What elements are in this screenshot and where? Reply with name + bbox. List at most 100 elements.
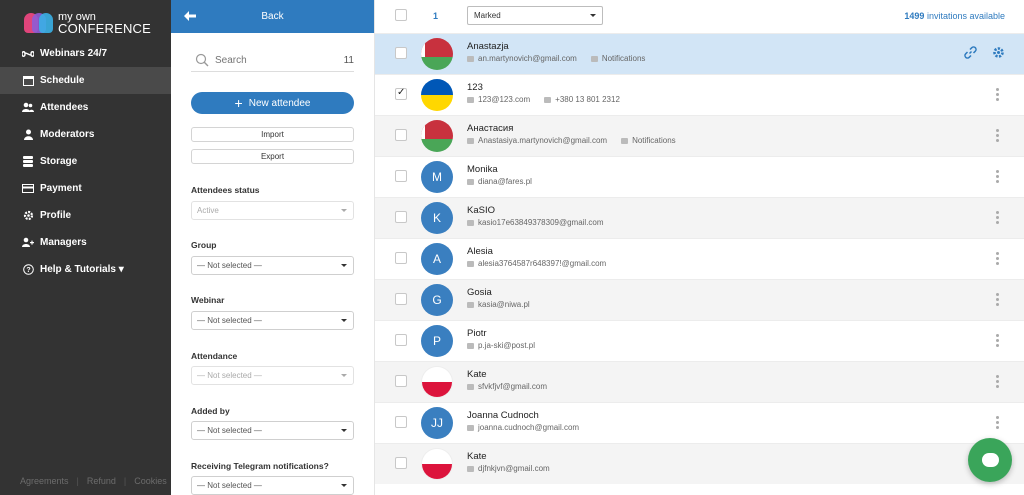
table-row[interactable]: Kate sfvkfjvf@gmail.com — [375, 361, 1024, 402]
refund-link[interactable]: Refund — [86, 476, 116, 486]
avatar — [421, 120, 453, 152]
more-options-icon[interactable] — [996, 88, 1000, 101]
avatar — [421, 38, 453, 70]
new-attendee-button[interactable]: + New attendee — [191, 92, 354, 114]
attendee-email: djfnkjvn@gmail.com — [478, 464, 550, 473]
bulk-action-value: Marked — [474, 11, 501, 20]
more-options-icon[interactable] — [996, 252, 1000, 265]
table-row[interactable]: JJ Joanna Cudnoch joanna.cudnoch@gmail.com — [375, 402, 1024, 443]
sidebar-item-storage[interactable]: Storage — [0, 148, 171, 175]
telegram-label: Receiving Telegram notifications? — [191, 461, 329, 471]
table-row[interactable]: G Gosia kasia@niwa.pl — [375, 279, 1024, 320]
separator: | — [76, 476, 79, 486]
envelope-icon — [467, 137, 474, 144]
sidebar-item-label: Help & Tutorials ▾ — [40, 264, 124, 275]
calendar-icon — [22, 75, 34, 87]
gear-icon[interactable] — [992, 46, 1005, 62]
bulk-action-select[interactable]: Marked — [467, 6, 603, 25]
table-row[interactable]: Анастасия Anastasiya.martynovich@gmail.co… — [375, 115, 1024, 156]
link-icon[interactable] — [964, 46, 977, 62]
more-options-icon[interactable] — [996, 416, 1000, 429]
attendee-meta: an.martynovich@gmail.com Notifications — [467, 54, 645, 63]
row-checkbox[interactable] — [395, 334, 407, 346]
search-field[interactable]: 11 — [191, 49, 354, 72]
more-options-icon[interactable] — [996, 170, 1000, 183]
row-checkbox[interactable] — [395, 211, 407, 223]
row-checkbox[interactable] — [395, 416, 407, 428]
sidebar-item-help[interactable]: ? Help & Tutorials ▾ — [0, 256, 171, 283]
row-checkbox[interactable] — [395, 293, 407, 305]
import-button[interactable]: Import — [191, 127, 354, 142]
sidebar-item-moderators[interactable]: Moderators — [0, 121, 171, 148]
row-checkbox[interactable] — [395, 375, 407, 387]
sidebar-item-payment[interactable]: Payment — [0, 175, 171, 202]
table-row[interactable]: A Alesia alesia3764587r648397!@gmail.com — [375, 238, 1024, 279]
attendee-email: p.ja-ski@post.pl — [478, 341, 536, 350]
avatar: A — [421, 243, 453, 275]
more-options-icon[interactable] — [996, 211, 1000, 224]
export-button[interactable]: Export — [191, 149, 354, 164]
sidebar-item-webinars[interactable]: Webinars 24/7 — [0, 40, 171, 67]
envelope-icon — [467, 260, 474, 267]
sidebar-item-managers[interactable]: Managers — [0, 229, 171, 256]
back-button[interactable]: Back — [171, 0, 374, 33]
telegram-icon — [621, 137, 629, 144]
table-row[interactable]: K KaSIO kasio17e63849378309@gmail.com — [375, 197, 1024, 238]
chat-button[interactable] — [968, 438, 1012, 482]
attendance-select[interactable]: — Not selected — — [191, 366, 354, 385]
table-row[interactable]: Kate djfnkjvn@gmail.com — [375, 443, 1024, 484]
sidebar-item-label: Attendees — [40, 102, 89, 113]
avatar: JJ — [421, 407, 453, 439]
search-input[interactable] — [215, 54, 325, 66]
more-options-icon[interactable] — [996, 375, 1000, 388]
group-select[interactable]: — Not selected — — [191, 256, 354, 275]
row-checkbox[interactable] — [395, 87, 407, 100]
managers-icon — [22, 237, 34, 249]
credit-card-icon — [22, 183, 34, 195]
sidebar-item-attendees[interactable]: Attendees — [0, 94, 171, 121]
table-row[interactable]: Anastazja an.martynovich@gmail.com Notific… — [375, 33, 1024, 74]
table-row[interactable]: 123 123@123.com +380 13 801 2312 — [375, 74, 1024, 115]
infinity-icon — [22, 48, 34, 60]
attendee-name: Joanna Cudnoch — [467, 410, 539, 421]
telegram-select[interactable]: — Not selected — — [191, 476, 354, 495]
chat-icon — [981, 453, 999, 467]
row-checkbox[interactable] — [395, 129, 407, 141]
status-select[interactable]: Active — [191, 201, 354, 220]
chevron-down-icon — [341, 429, 347, 432]
avatar: G — [421, 284, 453, 316]
more-options-icon[interactable] — [996, 334, 1000, 347]
status-value: Active — [197, 206, 219, 215]
marked-count: 1 — [433, 11, 439, 21]
group-value: — Not selected — — [197, 261, 262, 270]
added-by-select[interactable]: — Not selected — — [191, 421, 354, 440]
attendee-email: kasio17e63849378309@gmail.com — [478, 218, 604, 227]
webinar-select[interactable]: — Not selected — — [191, 311, 354, 330]
attendee-extra: +380 13 801 2312 — [555, 95, 620, 104]
brand-logo[interactable]: my own CONFERENCE — [24, 10, 151, 36]
separator: | — [123, 476, 127, 486]
envelope-icon — [467, 383, 474, 390]
search-result-count: 11 — [343, 54, 354, 66]
attendee-email: sfvkfjvf@gmail.com — [478, 382, 548, 391]
table-row[interactable]: P Piotr p.ja-ski@post.pl — [375, 320, 1024, 361]
chevron-down-icon — [341, 484, 347, 487]
row-checkbox[interactable] — [395, 47, 407, 59]
sidebar-item-label: Payment — [40, 183, 82, 194]
more-options-icon[interactable] — [996, 129, 1000, 142]
row-checkbox[interactable] — [395, 170, 407, 182]
more-options-icon[interactable] — [996, 293, 1000, 306]
envelope-icon — [467, 178, 474, 185]
row-checkbox[interactable] — [395, 252, 407, 264]
sidebar-item-profile[interactable]: Profile — [0, 202, 171, 229]
select-all-checkbox[interactable] — [395, 9, 407, 21]
agreements-link[interactable]: Agreements — [20, 476, 69, 486]
cookies-link[interactable]: Cookies — [134, 476, 167, 486]
table-row[interactable]: M Monika diana@fares.pl — [375, 156, 1024, 197]
sidebar-item-label: Schedule — [40, 75, 85, 86]
brand-line1: my own — [58, 11, 96, 23]
attendee-name: Monika — [467, 164, 498, 175]
moderator-icon — [22, 129, 34, 141]
sidebar-item-schedule[interactable]: Schedule — [0, 67, 171, 94]
row-checkbox[interactable] — [395, 457, 407, 469]
